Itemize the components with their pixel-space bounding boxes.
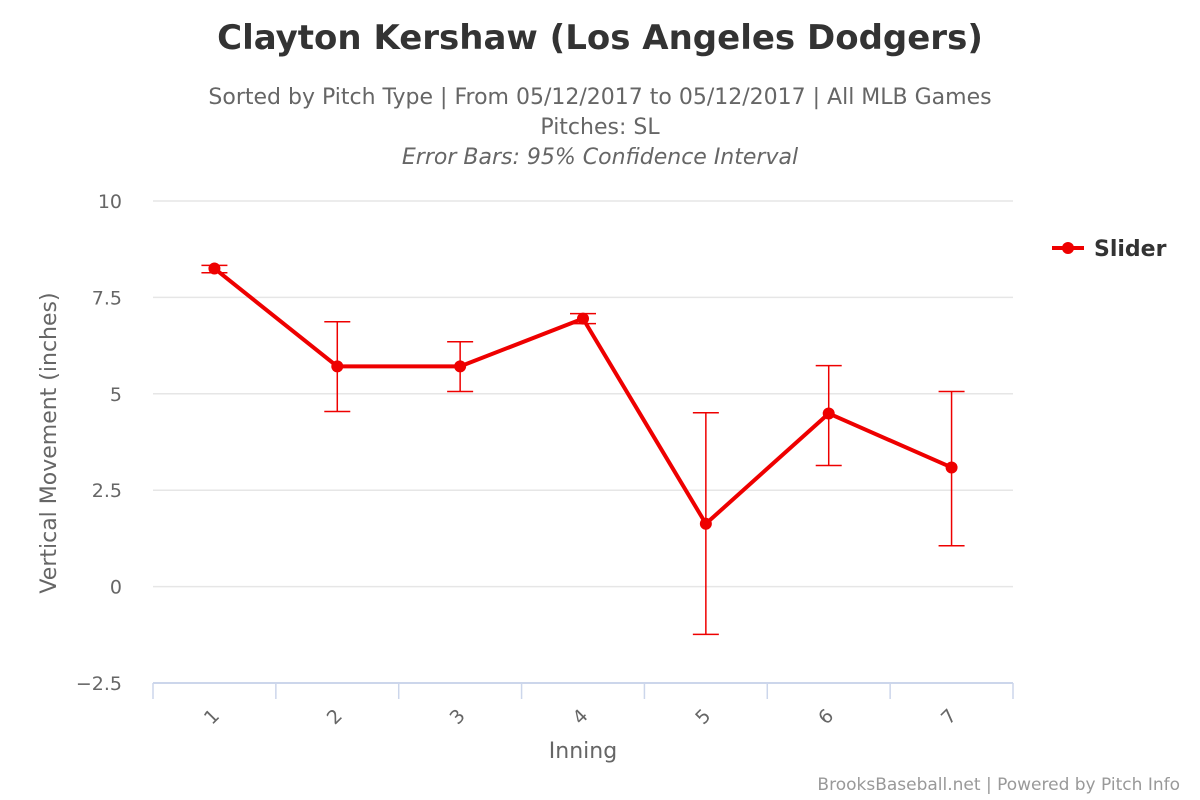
chart-subtitle: Sorted by Pitch Type | From 05/12/2017 t… [208, 85, 991, 110]
y-tick-label: 7.5 [92, 287, 122, 309]
y-axis-label: Vertical Movement (inches) [37, 292, 62, 593]
chart-subtitle-errorbars: Error Bars: 95% Confidence Interval [402, 145, 798, 170]
chart-subtitle-pitches: Pitches: SL [540, 115, 660, 140]
x-tick-label: 4 [568, 705, 592, 729]
y-tick-label: −2.5 [76, 673, 122, 695]
x-tick-label: 3 [446, 705, 470, 729]
y-tick-label: 0 [110, 577, 122, 599]
legend-marker [1062, 242, 1074, 254]
x-tick-label: 2 [323, 705, 347, 729]
data-point [699, 517, 712, 530]
y-tick-label: 5 [110, 384, 122, 406]
y-tick-label: 10 [98, 191, 122, 213]
legend-label: Slider [1094, 237, 1167, 262]
data-point [208, 262, 221, 275]
y-tick-label: 2.5 [92, 480, 122, 502]
x-tick-label: 5 [691, 705, 715, 729]
data-point [822, 407, 835, 420]
data-point [331, 360, 344, 373]
chart-title: Clayton Kershaw (Los Angeles Dodgers) [217, 18, 983, 58]
series-line-slider [213, 266, 953, 526]
credit-text[interactable]: BrooksBaseball.net | Powered by Pitch In… [817, 775, 1180, 795]
x-tick-label: 6 [814, 705, 838, 729]
x-axis-label: Inning [549, 739, 617, 764]
data-point [577, 312, 589, 325]
data-point [454, 360, 467, 373]
data-point [945, 461, 958, 474]
x-tick-label: 1 [200, 705, 224, 729]
legend-item-slider[interactable]: Slider [1052, 237, 1167, 262]
x-tick-label: 7 [937, 705, 961, 729]
